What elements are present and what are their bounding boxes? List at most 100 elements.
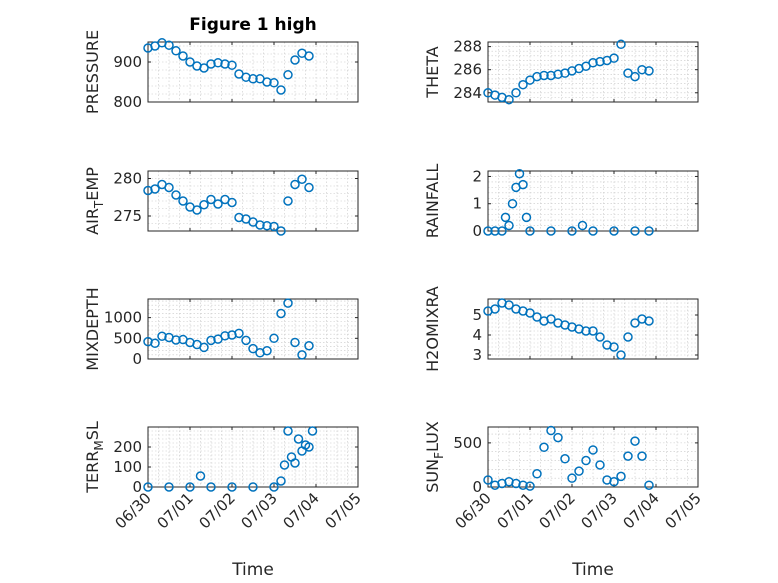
data-point	[276, 308, 286, 319]
data-point	[581, 455, 591, 466]
data-point	[206, 335, 216, 346]
data-point	[248, 482, 258, 492]
data-point	[178, 51, 188, 61]
data-point	[307, 426, 318, 436]
data-point	[276, 476, 286, 486]
data-point	[283, 70, 293, 80]
data-point	[206, 482, 216, 492]
data-point	[525, 481, 535, 491]
y-axis-label: RAINFALL	[423, 164, 442, 239]
grid	[148, 42, 358, 102]
figure-title: Figure 1 high	[189, 15, 317, 35]
data-point	[588, 226, 598, 236]
series-markers	[483, 39, 654, 105]
subplot-8: 0500SUNFLUX06/3007/0107/0207/0307/0407/0…	[423, 421, 705, 580]
data-point	[623, 451, 633, 461]
x-tick-label: 07/01	[154, 489, 197, 532]
data-point	[532, 469, 542, 479]
y-tick-label: 0	[472, 222, 482, 240]
data-point	[269, 221, 279, 232]
y-tick-label: 2	[472, 167, 482, 185]
y-tick-label: 0	[472, 478, 482, 496]
data-point	[518, 79, 528, 90]
data-point	[241, 335, 251, 346]
data-point	[164, 482, 174, 492]
y-tick-label: 0	[132, 478, 142, 496]
y-tick-label: 500	[453, 434, 482, 452]
y-tick-label: 200	[113, 438, 142, 456]
y-tick-label: 800	[113, 93, 142, 111]
y-axis-label: H2OMIXRA	[423, 286, 442, 372]
data-point	[637, 64, 647, 75]
grid	[148, 171, 358, 231]
data-point	[490, 226, 500, 236]
x-tick-label: 07/04	[280, 489, 323, 532]
data-point	[567, 226, 577, 236]
x-tick-label: 07/01	[494, 489, 537, 532]
data-point	[206, 59, 216, 69]
data-point	[227, 197, 237, 208]
subplot-2: 284 286 288 THETA	[423, 38, 699, 105]
data-point	[644, 66, 654, 76]
data-point	[227, 60, 237, 70]
y-axis-label: TERRMSL	[83, 421, 106, 494]
data-point	[220, 59, 230, 69]
data-point	[518, 480, 528, 490]
data-point	[195, 471, 206, 481]
x-tick-label: 07/04	[620, 489, 663, 532]
y-tick-label: 288	[453, 38, 482, 56]
data-point	[248, 74, 258, 84]
data-point	[143, 482, 153, 492]
data-point	[581, 326, 591, 336]
data-point	[269, 333, 279, 344]
plot-area	[148, 427, 358, 487]
y-tick-label: 4	[472, 326, 482, 344]
data-point	[560, 454, 570, 464]
series-markers	[143, 426, 318, 492]
data-point	[171, 46, 181, 56]
data-point	[539, 442, 549, 453]
plot-area	[148, 299, 358, 359]
y-tick-label: 286	[453, 61, 482, 79]
data-point	[630, 318, 640, 328]
data-point	[150, 338, 160, 349]
data-point	[623, 332, 633, 342]
x-tick-label: 07/05	[662, 489, 705, 532]
y-tick-label: 900	[113, 53, 142, 71]
data-point	[220, 331, 230, 341]
y-axis-label: AIRTEMP	[83, 167, 106, 235]
data-point	[297, 174, 307, 184]
data-point	[616, 350, 626, 360]
data-point	[595, 332, 605, 342]
data-point	[234, 212, 244, 223]
data-point	[553, 69, 563, 80]
data-point	[304, 341, 314, 351]
axes-box	[487, 41, 699, 103]
data-point	[514, 168, 525, 179]
data-point	[199, 63, 209, 73]
data-point	[290, 179, 300, 190]
data-point	[185, 57, 195, 67]
x-tick-label: 07/02	[196, 489, 239, 532]
data-point	[507, 198, 518, 209]
y-axis-label: MIXDEPTH	[83, 287, 102, 370]
data-point	[199, 200, 209, 210]
series-markers	[483, 298, 654, 360]
data-point	[255, 220, 265, 230]
y-tick-label: 280	[113, 170, 142, 188]
data-point	[304, 442, 314, 452]
data-point	[199, 342, 209, 353]
y-tick-label: 275	[113, 207, 142, 225]
data-point	[192, 205, 202, 215]
data-point	[574, 466, 584, 476]
axes-box	[147, 41, 359, 103]
y-tick-label: 1000	[104, 309, 142, 327]
axes-box	[487, 170, 699, 232]
data-point	[616, 471, 626, 482]
x-tick-label: 07/05	[322, 489, 365, 532]
data-point	[546, 314, 556, 324]
axes-box	[487, 426, 699, 488]
axes-box	[147, 298, 359, 360]
data-point	[630, 226, 640, 236]
